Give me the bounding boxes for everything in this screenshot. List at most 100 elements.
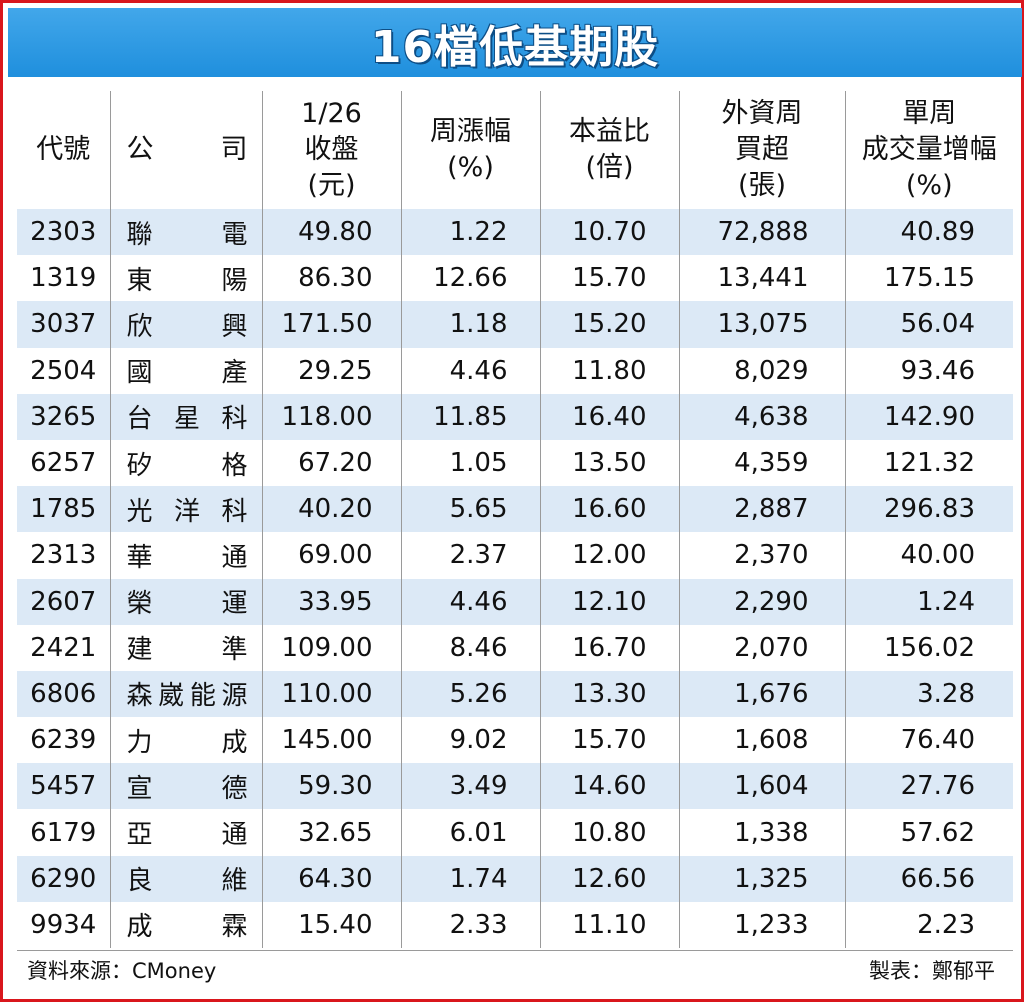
cell-foreign-net-buy: 13,441	[678, 255, 845, 302]
cell-company: 光洋科	[109, 486, 262, 533]
header-close: 1/26 收盤 (元)	[261, 91, 401, 209]
cell-pe-ratio: 13.30	[539, 670, 679, 718]
table-row: 5457 宣德 59.30 3.49 14.60 1,604 27.76	[17, 763, 1013, 810]
cell-foreign-net-buy: 2,887	[678, 486, 845, 533]
cell-weekly-change: 2.33	[400, 901, 540, 948]
cell-weekly-change: 2.37	[400, 532, 540, 579]
table-body: 2303 聯電 49.80 1.22 10.70 72,888 40.89 1319 東陽 86.…	[17, 209, 1013, 948]
title-bar: 16檔低基期股	[8, 8, 1022, 77]
table-row: 2421 建準 109.00 8.46 16.70 2,070 156.02	[17, 624, 1013, 671]
table-row: 3037 欣興 171.50 1.18 15.20 13,075 56.04	[17, 301, 1013, 348]
cell-pe-ratio: 10.70	[539, 209, 679, 256]
cell-weekly-change: 11.85	[400, 393, 540, 440]
header-code: 代號	[36, 134, 91, 165]
cell-code: 1319	[17, 255, 110, 302]
cell-volume-growth: 2.23	[844, 901, 1013, 948]
cell-company: 森崴能源	[109, 670, 262, 718]
cell-company: 建準	[109, 624, 262, 671]
cell-foreign-net-buy: 2,290	[678, 578, 845, 625]
cell-weekly-change: 1.22	[400, 209, 540, 256]
cell-volume-growth: 93.46	[844, 347, 1013, 394]
cell-foreign-net-buy: 1,338	[678, 809, 845, 856]
cell-volume-growth: 296.83	[844, 486, 1013, 533]
cell-close: 171.50	[261, 301, 401, 348]
table-header-row: 代號 公司 1/26 收盤 (元) 周漲幅 (%) 本益比 (倍) 外資周 買超 (張) 單…	[17, 91, 1013, 209]
table-row: 6239 力成 145.00 9.02 15.70 1,608 76.40	[17, 717, 1013, 764]
cell-close: 69.00	[261, 532, 401, 579]
cell-close: 29.25	[261, 347, 401, 394]
cell-code: 3037	[17, 301, 110, 348]
cell-close: 59.30	[261, 763, 401, 810]
cell-code: 2607	[17, 578, 110, 625]
cell-close: 64.30	[261, 855, 401, 902]
header-name: 公司	[109, 91, 262, 209]
cell-pe-ratio: 12.60	[539, 855, 679, 902]
cell-pe-ratio: 14.60	[539, 763, 679, 810]
cell-code: 2504	[17, 347, 110, 394]
cell-pe-ratio: 16.60	[539, 486, 679, 533]
table-row: 6179 亞通 32.65 6.01 10.80 1,338 57.62	[17, 809, 1013, 856]
cell-volume-growth: 40.89	[844, 209, 1013, 256]
cell-volume-growth: 121.32	[844, 439, 1013, 487]
cell-company: 聯電	[109, 209, 262, 256]
cell-close: 32.65	[261, 809, 401, 856]
table-row: 2607 榮運 33.95 4.46 12.10 2,290 1.24	[17, 578, 1013, 625]
page-title: 16檔低基期股	[370, 21, 660, 73]
table-row: 3265 台星科 118.00 11.85 16.40 4,638 142.90	[17, 393, 1013, 440]
cell-code: 6179	[17, 809, 110, 856]
cell-foreign-net-buy: 1,604	[678, 763, 845, 810]
cell-code: 6257	[17, 439, 110, 487]
cell-weekly-change: 12.66	[400, 255, 540, 302]
cell-weekly-change: 1.05	[400, 439, 540, 487]
header-foreign-net-buy: 外資周 買超 (張)	[678, 91, 845, 209]
cell-close: 40.20	[261, 486, 401, 533]
cell-volume-growth: 175.15	[844, 255, 1013, 302]
cell-foreign-net-buy: 2,370	[678, 532, 845, 579]
cell-volume-growth: 1.24	[844, 578, 1013, 625]
table-bottom-rule	[17, 950, 1013, 951]
cell-company: 華通	[109, 532, 262, 579]
cell-pe-ratio: 11.10	[539, 901, 679, 948]
cell-company: 國產	[109, 347, 262, 394]
cell-volume-growth: 57.62	[844, 809, 1013, 856]
cell-code: 9934	[17, 901, 110, 948]
credit-note: 製表：鄭郁平	[869, 959, 995, 983]
table-row: 1785 光洋科 40.20 5.65 16.60 2,887 296.83	[17, 486, 1013, 533]
cell-pe-ratio: 15.70	[539, 717, 679, 764]
cell-weekly-change: 3.49	[400, 763, 540, 810]
cell-volume-growth: 156.02	[844, 624, 1013, 671]
cell-weekly-change: 6.01	[400, 809, 540, 856]
cell-weekly-change: 5.65	[400, 486, 540, 533]
cell-pe-ratio: 11.80	[539, 347, 679, 394]
cell-pe-ratio: 12.00	[539, 532, 679, 579]
cell-foreign-net-buy: 1,608	[678, 717, 845, 764]
cell-close: 67.20	[261, 439, 401, 487]
cell-code: 2303	[17, 209, 110, 256]
cell-foreign-net-buy: 1,325	[678, 855, 845, 902]
table-row: 6806 森崴能源 110.00 5.26 13.30 1,676 3.28	[17, 670, 1013, 718]
cell-company: 宣德	[109, 763, 262, 810]
cell-weekly-change: 4.46	[400, 578, 540, 625]
cell-volume-growth: 40.00	[844, 532, 1013, 579]
cell-pe-ratio: 16.40	[539, 393, 679, 440]
cell-foreign-net-buy: 4,638	[678, 393, 845, 440]
cell-close: 145.00	[261, 717, 401, 764]
cell-pe-ratio: 12.10	[539, 578, 679, 625]
cell-close: 86.30	[261, 255, 401, 302]
cell-company: 力成	[109, 717, 262, 764]
cell-volume-growth: 142.90	[844, 393, 1013, 440]
cell-pe-ratio: 15.20	[539, 301, 679, 348]
cell-close: 118.00	[261, 393, 401, 440]
cell-foreign-net-buy: 4,359	[678, 439, 845, 487]
cell-company: 台星科	[109, 393, 262, 440]
cell-code: 6290	[17, 855, 110, 902]
table-row: 2313 華通 69.00 2.37 12.00 2,370 40.00	[17, 532, 1013, 579]
cell-pe-ratio: 13.50	[539, 439, 679, 487]
header-pe-ratio: 本益比 (倍)	[539, 91, 679, 209]
cell-foreign-net-buy: 13,075	[678, 301, 845, 348]
cell-volume-growth: 27.76	[844, 763, 1013, 810]
cell-foreign-net-buy: 1,676	[678, 670, 845, 718]
cell-code: 6806	[17, 670, 110, 718]
cell-volume-growth: 66.56	[844, 855, 1013, 902]
header-volume-growth: 單周 成交量增幅 (%)	[844, 91, 1013, 209]
